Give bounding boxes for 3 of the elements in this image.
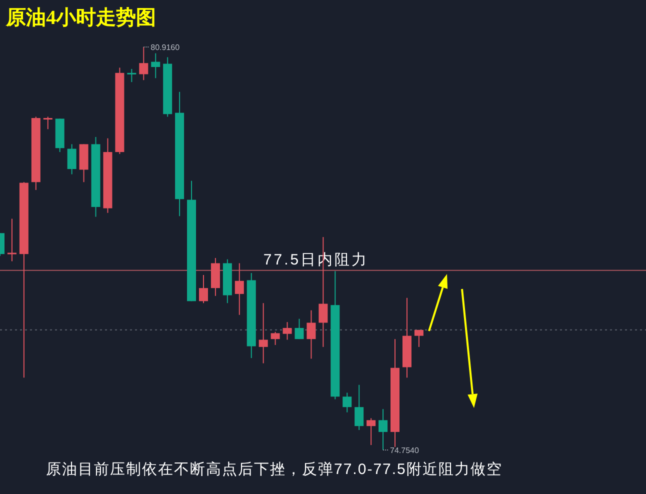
annotation: 74.7540 — [390, 446, 419, 455]
title: 原油4小时走势图 — [6, 7, 156, 29]
annotation: 80.9160 — [150, 43, 180, 52]
